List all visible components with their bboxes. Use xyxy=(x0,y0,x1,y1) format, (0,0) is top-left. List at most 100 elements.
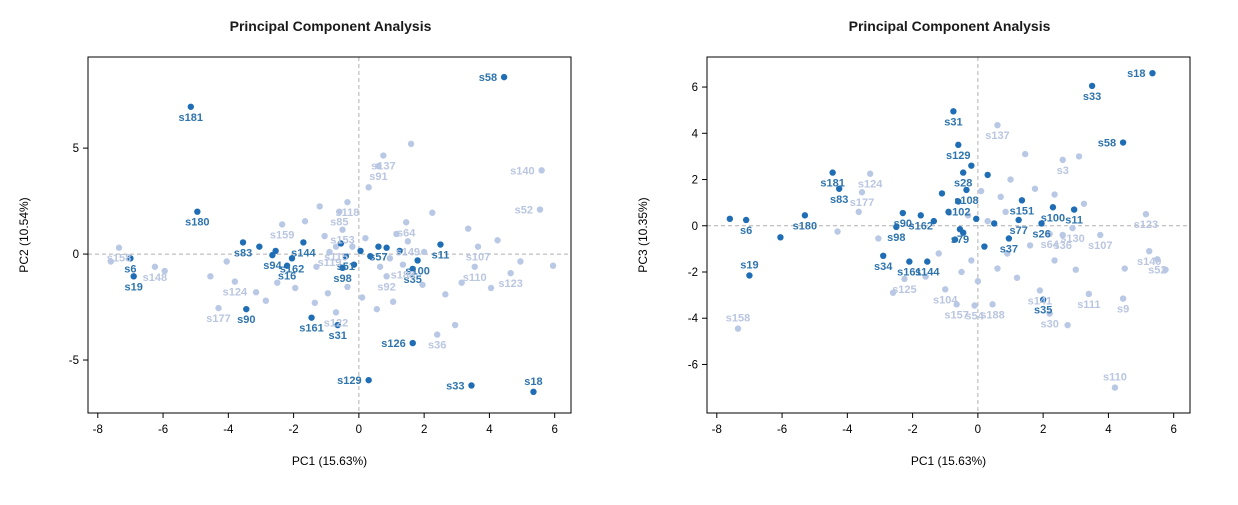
point-label: s58 xyxy=(479,72,497,84)
data-point xyxy=(404,238,412,245)
point-label: s52 xyxy=(1148,264,1166,276)
data-point xyxy=(500,73,508,81)
x-tick-label: 0 xyxy=(356,424,362,436)
data-point xyxy=(973,215,980,223)
point-label: s18 xyxy=(1127,68,1145,80)
data-point xyxy=(945,208,952,216)
point-label: s126 xyxy=(381,338,405,350)
data-point xyxy=(1088,82,1096,90)
scatter-svg: -8 -6 -4 -2 0 2 4 6 -5 0 5 PC1 (15.63%) PC2 (10.54%)… xyxy=(17,56,572,468)
scatter-svg: -8 -6 -4 -2 0 2 4 6 -6 -4 -2 0 2 4 6 PC1 (15.63%) PC3 (1… xyxy=(636,56,1191,468)
x-tick-label: -4 xyxy=(223,424,234,436)
data-point xyxy=(1021,150,1029,158)
y-tick-label: 0 xyxy=(692,221,698,233)
point-label: s129 xyxy=(946,150,970,162)
point-label: s107 xyxy=(1088,240,1112,252)
x-tick-label: -8 xyxy=(93,424,103,436)
data-point xyxy=(419,281,426,288)
x-tick-label: 0 xyxy=(975,424,981,436)
x-tick-label: 6 xyxy=(1170,424,1176,436)
data-point xyxy=(1085,290,1093,298)
point-label: s91 xyxy=(369,171,387,183)
data-point xyxy=(963,186,970,194)
pca-plot-pc1-pc3: Principal Component Analysis -8 -6 -4 -2 0 2 4… xyxy=(619,0,1238,500)
point-label: s123 xyxy=(498,278,522,290)
y-tick-label: 5 xyxy=(73,143,79,155)
point-label: s130 xyxy=(1060,233,1084,245)
data-point xyxy=(365,376,372,384)
x-tick-label: -8 xyxy=(712,424,722,436)
point-label: s161 xyxy=(897,267,921,279)
data-point xyxy=(507,269,514,277)
data-point xyxy=(342,252,350,260)
point-label: s129 xyxy=(337,375,361,387)
data-point xyxy=(344,198,351,206)
data-point xyxy=(409,339,416,347)
data-point xyxy=(1142,210,1150,218)
point-label: s16 xyxy=(278,271,296,283)
data-point xyxy=(942,286,949,293)
data-point xyxy=(339,226,346,233)
point-label: s54 xyxy=(965,311,984,323)
data-point xyxy=(451,321,459,329)
point-label: s122 xyxy=(324,317,348,329)
data-point xyxy=(517,258,524,265)
y-tick-label: -4 xyxy=(688,313,699,325)
data-point xyxy=(889,289,897,296)
y-axis-title: PC3 (10.35%) xyxy=(636,197,650,272)
point-label: s98 xyxy=(887,232,905,244)
point-label: s31 xyxy=(328,330,346,342)
point-label: s137 xyxy=(371,161,395,173)
data-point xyxy=(858,189,866,196)
data-point xyxy=(380,152,387,159)
point-label: s177 xyxy=(850,197,874,209)
data-point xyxy=(301,218,309,225)
data-point xyxy=(429,209,436,216)
point-label: s3 xyxy=(1057,165,1069,177)
point-label: s19 xyxy=(125,281,143,293)
data-point xyxy=(924,258,931,265)
data-point xyxy=(321,232,328,240)
point-label: s153 xyxy=(330,235,354,247)
data-point xyxy=(777,234,784,241)
point-label: s35 xyxy=(404,274,422,286)
point-label: s30 xyxy=(1040,319,1058,331)
data-point xyxy=(1049,204,1057,211)
point-label: s77 xyxy=(1009,225,1027,237)
y-tick-label: -2 xyxy=(688,267,698,279)
point-label: s144 xyxy=(291,247,316,259)
data-point xyxy=(1072,266,1079,273)
point-label: s149 xyxy=(396,246,420,258)
data-point xyxy=(536,206,544,213)
data-point xyxy=(409,265,416,273)
x-tick-label: -6 xyxy=(158,424,168,436)
point-label: s180 xyxy=(185,217,209,229)
data-point xyxy=(367,252,374,260)
data-point xyxy=(726,215,734,223)
data-point xyxy=(115,244,123,251)
data-point xyxy=(376,263,384,270)
data-point xyxy=(1018,197,1026,204)
x-tick-label: 4 xyxy=(486,424,493,436)
point-label: s159 xyxy=(270,229,294,241)
scatter-canvas-pc1-pc2: -8 -6 -4 -2 0 2 4 6 -5 0 5 PC1 (15.63%) PC2 (10.54%)… xyxy=(0,45,619,500)
data-point xyxy=(386,255,394,262)
data-point xyxy=(1051,257,1058,264)
point-label: s181 xyxy=(179,112,203,124)
point-label: s124 xyxy=(858,179,883,191)
data-point xyxy=(332,243,340,250)
data-point xyxy=(1059,156,1066,164)
data-point xyxy=(742,216,750,224)
data-point xyxy=(357,247,364,255)
data-point xyxy=(1154,256,1161,263)
point-label: s162 xyxy=(280,263,304,275)
data-point xyxy=(938,190,946,197)
data-point xyxy=(994,265,1001,272)
data-point xyxy=(313,263,320,270)
data-point xyxy=(964,212,972,219)
point-label: s19 xyxy=(740,259,758,271)
data-point xyxy=(262,297,270,304)
point-label: s158 xyxy=(107,253,131,265)
data-point xyxy=(1111,384,1119,391)
data-point xyxy=(243,305,250,313)
